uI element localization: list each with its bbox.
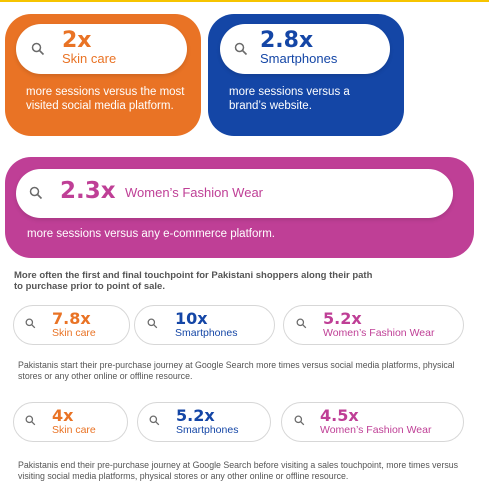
stat-multiplier: 2.8x (260, 28, 314, 53)
search-icon (29, 186, 43, 200)
section-title: More often the first and final touchpoin… (14, 270, 373, 292)
stat-category: Skin care (52, 424, 96, 436)
top-accent-line (0, 0, 489, 2)
search-pill-skincare (16, 24, 187, 74)
stat-category: Women’s Fashion Wear (320, 424, 432, 436)
search-icon (294, 415, 305, 426)
stat-multiplier: 2x (62, 28, 92, 53)
stat-category: Smartphones (175, 327, 238, 339)
search-icon (25, 415, 36, 426)
stat-multiplier: 5.2x (176, 406, 215, 425)
stat-category: Women’s Fashion Wear (323, 327, 435, 339)
search-pill-end-fashion (281, 402, 464, 442)
search-icon (31, 42, 45, 56)
stat-multiplier: 4.5x (320, 406, 359, 425)
search-pill-end-smartphones (137, 402, 271, 442)
search-icon (234, 42, 248, 56)
search-icon (296, 318, 307, 329)
search-icon (25, 318, 36, 329)
stat-multiplier: 10x (175, 309, 208, 328)
stat-multiplier: 5.2x (323, 309, 362, 328)
stat-category: Skin care (62, 51, 117, 66)
stat-multiplier: 2.3x (60, 178, 116, 204)
search-pill-fashion (16, 169, 453, 218)
stat-multiplier: 4x (52, 406, 74, 425)
stat-category: Smartphones (176, 424, 239, 436)
stat-category: Skin care (52, 327, 96, 339)
stat-description: more sessions versus a brand’s website. (229, 86, 350, 112)
end-journey-note: Pakistanis end their pre-purchase journe… (18, 460, 459, 481)
search-pill-start-skincare (13, 305, 130, 345)
search-icon (147, 318, 158, 329)
start-journey-note: Pakistanis start their pre-purchase jour… (18, 360, 455, 381)
stat-category: Women’s Fashion Wear (125, 185, 264, 200)
stat-description: more sessions versus any e-commerce plat… (27, 228, 275, 240)
search-icon (149, 415, 160, 426)
stat-multiplier: 7.8x (52, 309, 91, 328)
search-pill-smartphones (220, 24, 390, 74)
stat-description: more sessions versus the most visited so… (26, 86, 185, 112)
search-pill-start-smartphones (134, 305, 275, 345)
stat-category: Smartphones (260, 51, 338, 66)
search-pill-start-fashion (283, 305, 464, 345)
